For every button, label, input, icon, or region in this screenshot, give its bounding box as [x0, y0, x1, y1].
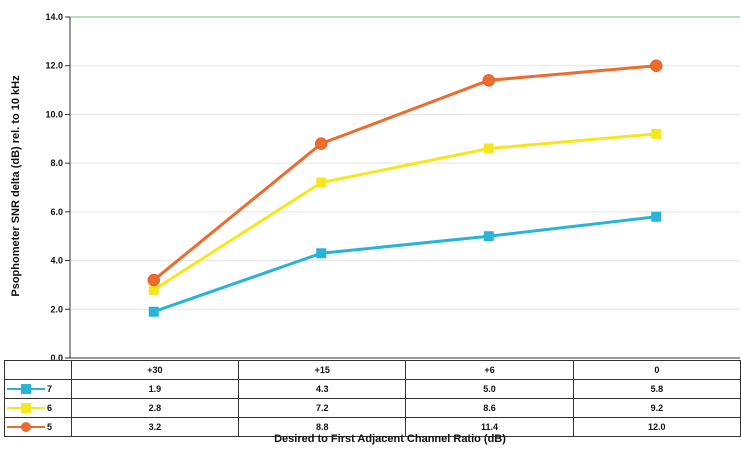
- legend-key-series-6: 6: [4, 398, 72, 418]
- data-point: [482, 74, 495, 87]
- data-point: [316, 177, 327, 188]
- category-header: +6: [405, 360, 574, 380]
- table-cell: 2.8: [70, 398, 240, 418]
- table-cell: 5.8: [572, 379, 741, 399]
- data-point: [315, 137, 328, 150]
- legend-label: 6: [47, 403, 53, 413]
- table-cell: 11.4: [405, 417, 574, 437]
- table-cell: 8.8: [238, 417, 407, 437]
- series-line-5: [152, 64, 657, 282]
- category-header: +15: [238, 360, 407, 380]
- table-cell: 1.9: [70, 379, 240, 399]
- legend-label: 7: [47, 384, 53, 394]
- table-cell: 7.2: [238, 398, 407, 418]
- data-point: [148, 284, 159, 295]
- category-header: +30: [70, 360, 240, 380]
- legend-label: 5: [47, 422, 53, 432]
- table-corner: [4, 360, 72, 380]
- data-point: [148, 306, 159, 317]
- y-tick-label: 12.0: [45, 61, 63, 71]
- table-cell: 4.3: [238, 379, 407, 399]
- y-tick-label: 0.0: [50, 353, 63, 363]
- data-point: [483, 143, 494, 154]
- table-cell: 12.0: [572, 417, 741, 437]
- table-cell: 5.0: [405, 379, 574, 399]
- y-tick-label: 4.0: [50, 256, 63, 266]
- table-cell: 9.2: [572, 398, 741, 418]
- data-point: [651, 128, 662, 139]
- data-point: [147, 273, 160, 287]
- series-line-6: [152, 132, 657, 292]
- legend-swatch-series-6: [7, 402, 45, 414]
- data-point: [316, 248, 327, 259]
- y-tick-label: 2.0: [50, 304, 63, 314]
- y-tick-label: 14.0: [45, 12, 63, 22]
- legend-key-series-7: 7: [4, 379, 72, 399]
- y-tick-label: 6.0: [50, 207, 63, 217]
- category-header: 0: [572, 360, 741, 380]
- table-row-series-6: 6 2.8 7.2 8.6 9.2: [4, 398, 741, 418]
- table-header-row: +30 +15 +6 0: [4, 360, 741, 380]
- legend-swatch-series-7: [7, 383, 45, 395]
- legend-swatch-series-5: [7, 421, 45, 433]
- x-axis-label: Desired to First Adjacent Channel Ratio …: [274, 433, 506, 445]
- legend-key-series-5: 5: [4, 417, 72, 437]
- table-row-series-5: 5 3.2 8.8 11.4 12.0: [4, 417, 741, 437]
- series-line-7: [153, 215, 657, 314]
- data-table: +30 +15 +6 0 7 1.9 4.3 5.0 5.8 6 2.8 7.2…: [4, 360, 741, 437]
- table-row-series-7: 7 1.9 4.3 5.0 5.8: [4, 379, 741, 399]
- table-cell: 8.6: [405, 398, 574, 418]
- data-point: [650, 59, 663, 72]
- data-point: [651, 211, 662, 222]
- data-point: [483, 231, 494, 242]
- y-tick-label: 10.0: [45, 109, 63, 119]
- y-tick-label: 8.0: [50, 158, 63, 168]
- y-axis-label: Psophometer SNR delta (dB) rel. to 10 kH…: [10, 75, 22, 297]
